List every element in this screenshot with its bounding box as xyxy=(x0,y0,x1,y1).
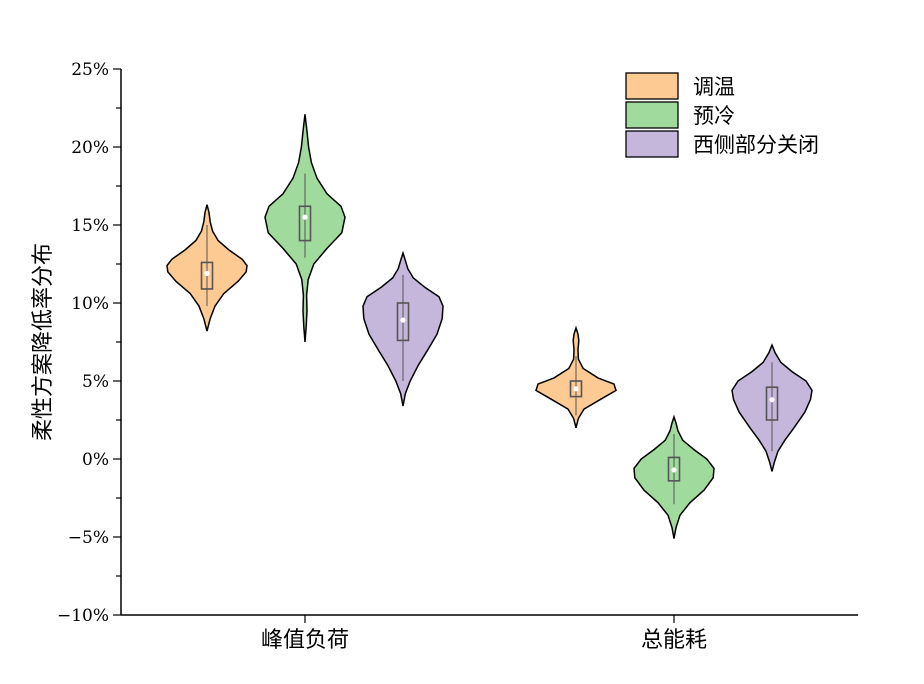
median-point xyxy=(769,397,775,403)
violin-box xyxy=(569,380,583,398)
legend-label: 调温 xyxy=(693,75,735,99)
legend-swatch xyxy=(625,101,679,129)
y-tick-label: 25% xyxy=(71,60,109,80)
legend-item: 预冷 xyxy=(625,101,735,129)
violin-group xyxy=(264,114,346,343)
y-axis-label: 柔性方案降低率分布 xyxy=(31,243,56,441)
y-tick-label: 15% xyxy=(71,216,109,236)
violin-box xyxy=(765,386,779,421)
legend-item: 西侧部分关闭 xyxy=(625,130,819,158)
violin-box xyxy=(667,456,681,482)
median-point xyxy=(573,386,579,392)
violin-box xyxy=(396,302,410,342)
y-tick-label: 20% xyxy=(71,138,109,158)
violin-group xyxy=(731,343,813,472)
violin-group xyxy=(633,414,715,539)
median-point xyxy=(302,214,308,220)
legend-label: 西侧部分关闭 xyxy=(693,133,819,157)
violin-group xyxy=(535,325,617,428)
axes-layer: −10% −5% 0% 5% 10% 15% 20% 25% 峰值负荷 总能耗 柔性方案降低率分布 xyxy=(31,60,858,653)
x-category-label: 总能耗 xyxy=(641,628,707,653)
y-tick-label: 5% xyxy=(82,372,109,392)
legend-swatch xyxy=(625,130,679,158)
y-tick-label: −10% xyxy=(57,606,109,626)
legend-item: 调温 xyxy=(625,72,735,100)
median-point xyxy=(204,270,210,276)
median-point xyxy=(400,317,406,323)
violins-layer xyxy=(166,114,813,539)
median-point xyxy=(671,467,677,473)
x-category-label: 峰值负荷 xyxy=(261,628,349,653)
y-tick-label: 0% xyxy=(82,450,109,470)
y-tick-label: −5% xyxy=(68,528,109,548)
y-tick-label: 10% xyxy=(71,294,109,314)
violin-box xyxy=(200,261,214,290)
legend-swatch xyxy=(625,72,679,100)
violin-group xyxy=(362,250,444,407)
violin-box xyxy=(298,205,312,242)
legend-label: 预冷 xyxy=(693,104,735,128)
violin-group xyxy=(166,204,248,332)
